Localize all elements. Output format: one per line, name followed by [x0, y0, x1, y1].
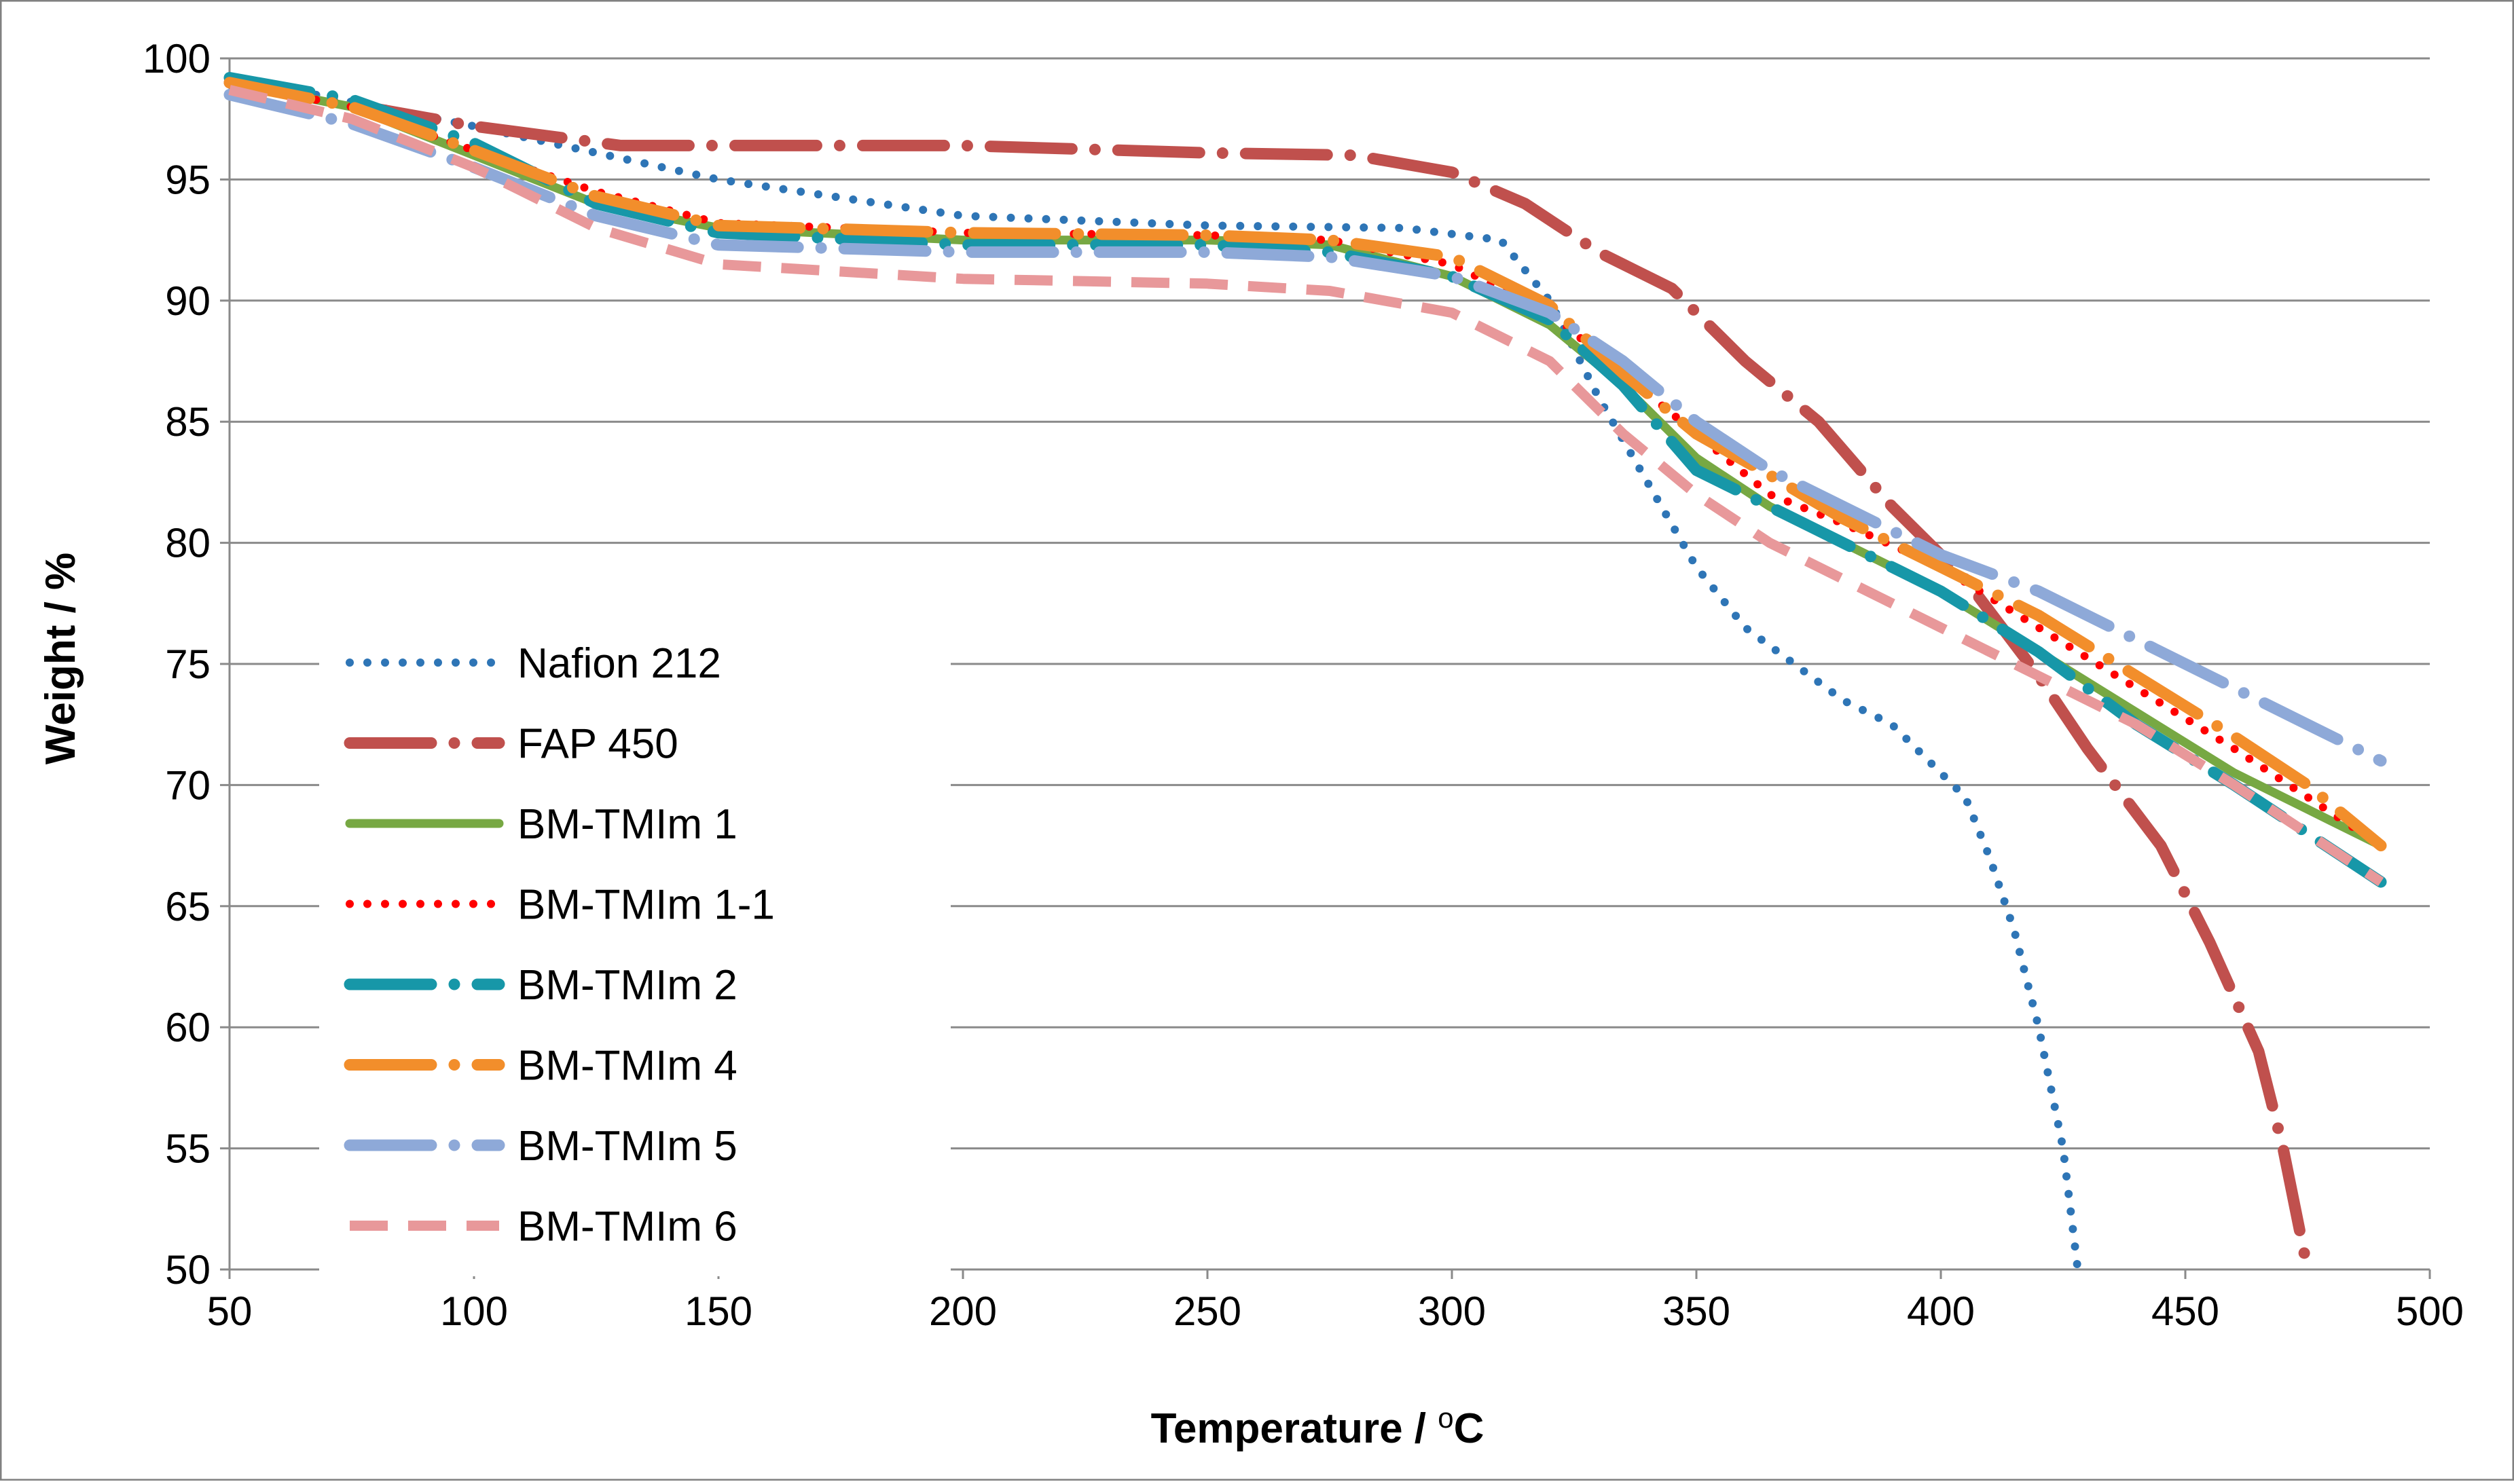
y-tick-label: 65 [165, 884, 211, 929]
series-lines [223, 72, 2387, 1276]
series-line-2 [223, 77, 2314, 1276]
y-tick-label: 50 [165, 1247, 211, 1293]
legend-label-5: BM-TMIm 2 [517, 962, 737, 1009]
x-tick-label: 500 [2396, 1288, 2464, 1334]
y-tick-label: 95 [165, 157, 211, 202]
series-line-7 [223, 89, 2387, 767]
legend-background [319, 611, 951, 1276]
series-line-8 [228, 85, 2384, 887]
y-tick-label: 100 [143, 36, 211, 81]
legend-label-3: BM-TMIm 1 [517, 801, 737, 848]
x-tick-label: 50 [207, 1288, 253, 1334]
x-tick-label: 400 [1907, 1288, 1975, 1334]
legend-label-4: BM-TMIm 1-1 [517, 882, 775, 929]
x-axis-title-main: Temperature / [1151, 1405, 1438, 1452]
axes: 50 55 60 65 70 75 80 85 90 95 100 50 100 150 200 250 300… [143, 36, 2464, 1334]
legend: Nafion 212 FAP 450 BM-TMIm 1 BM-TMIm 1-1 BM-… [319, 611, 951, 1276]
legend-label-2: FAP 450 [517, 721, 678, 768]
x-tick-label: 150 [685, 1288, 752, 1334]
y-tick-label: 60 [165, 1005, 211, 1050]
series-line-5 [223, 72, 2387, 888]
legend-label-6: BM-TMIm 4 [517, 1043, 737, 1090]
x-tick-label: 450 [2151, 1288, 2219, 1334]
legend-label-7: BM-TMIm 5 [517, 1123, 737, 1170]
x-axis-title-unit: C [1454, 1405, 1484, 1452]
y-tick-label: 90 [165, 278, 211, 324]
x-axis-title: Temperature / oC [1151, 1402, 1484, 1452]
legend-label-8: BM-TMIm 6 [517, 1204, 737, 1250]
x-tick-label: 250 [1173, 1288, 1241, 1334]
series-line-6 [223, 77, 2387, 852]
y-tick-label: 85 [165, 399, 211, 445]
x-tick-label: 300 [1418, 1288, 1486, 1334]
x-tick-label: 200 [929, 1288, 997, 1334]
x-tick-label: 100 [440, 1288, 508, 1334]
y-tick-label: 75 [165, 642, 211, 687]
x-tick-label: 350 [1662, 1288, 1730, 1334]
y-tick-label: 80 [165, 521, 211, 566]
y-tick-label: 70 [165, 762, 211, 808]
x-axis-title-degree: o [1438, 1402, 1453, 1434]
series-line-1 [225, 73, 2082, 1274]
y-tick-label: 55 [165, 1126, 211, 1172]
y-axis-title: Weight / % [37, 553, 84, 764]
legend-label-1: Nafion 212 [517, 640, 721, 687]
